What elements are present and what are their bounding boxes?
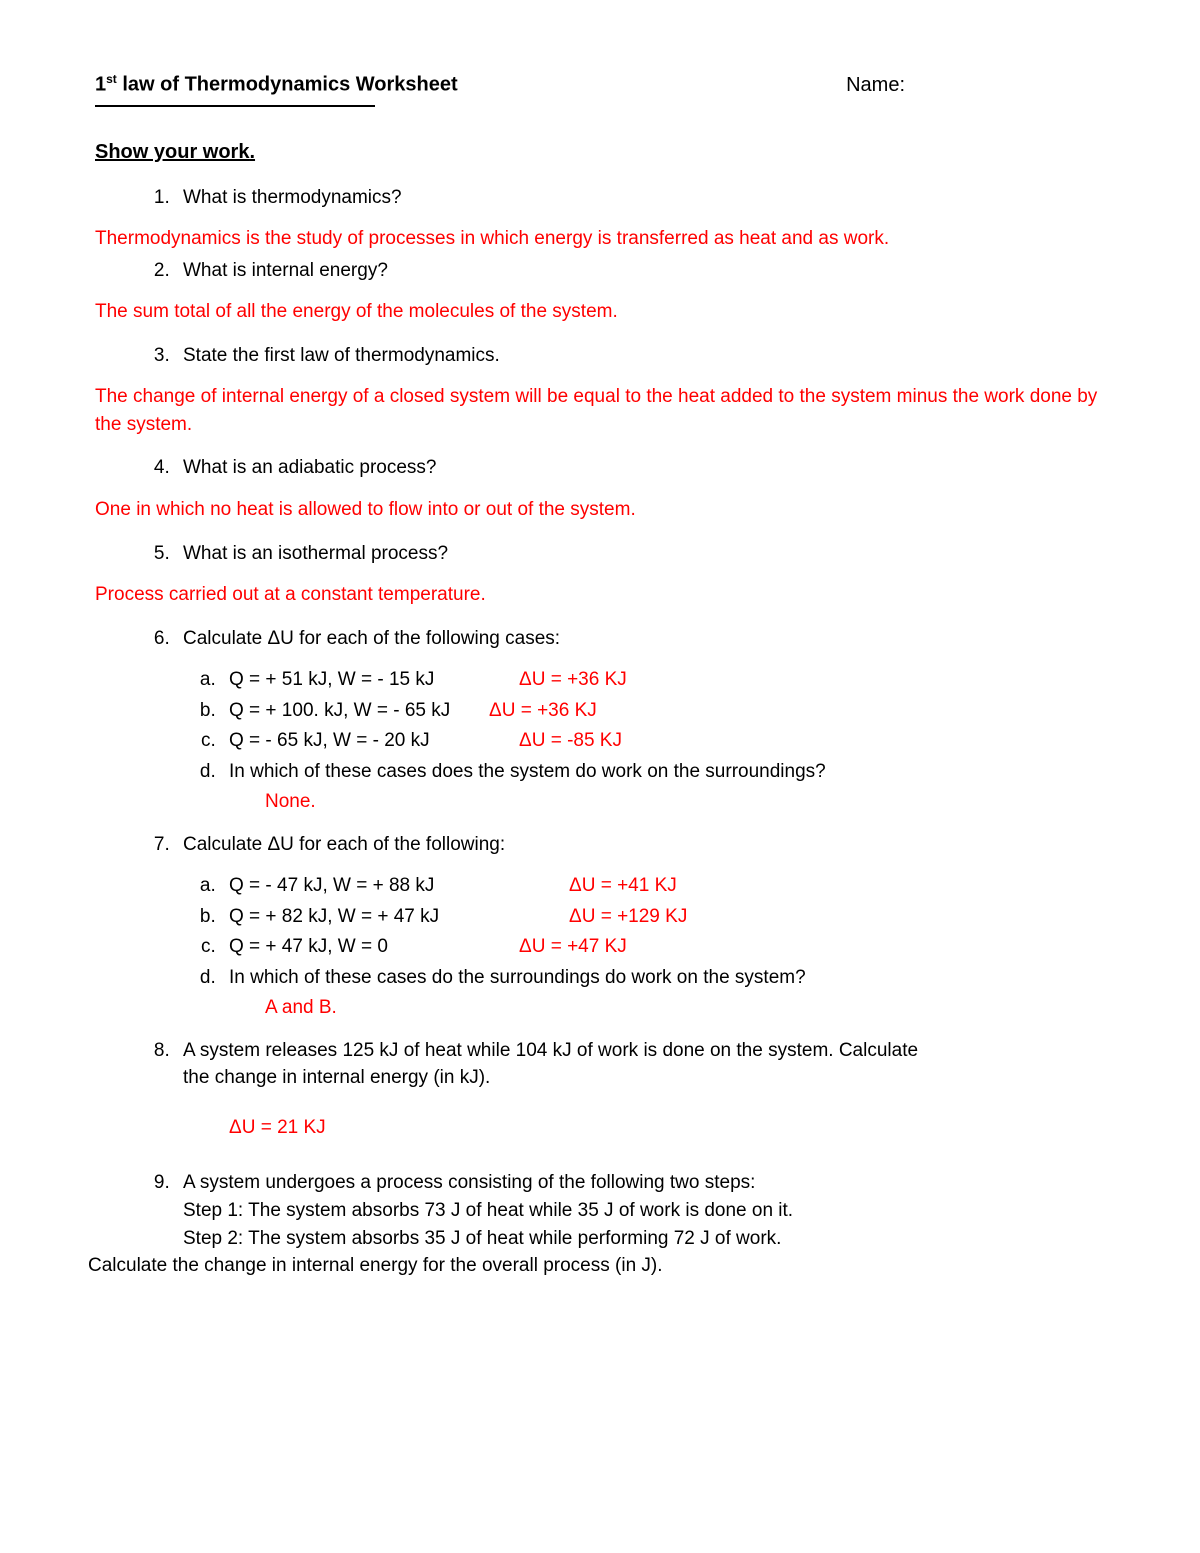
worksheet-title: 1st law of Thermodynamics Worksheet [95,72,458,97]
q6b-q: Q = + 100. kJ, W = - 65 kJ [229,697,489,726]
q6d: In which of these cases does the system … [221,758,1105,817]
q7b-q: Q = + 82 kJ, W = + 47 kJ [229,903,569,932]
question-list: State the first law of thermodynamics. [95,342,1105,370]
q8: A system releases 125 kJ of heat while 1… [175,1037,1105,1156]
show-work-heading: Show your work. [95,141,1105,164]
q7: Calculate ΔU for each of the following: … [175,831,1105,1023]
a8: ΔU = 21 KJ [183,1114,1105,1142]
a4: One in which no heat is allowed to flow … [95,496,1105,524]
worksheet-page: 1st law of Thermodynamics Worksheet Name… [0,0,1200,1354]
header-row: 1st law of Thermodynamics Worksheet Name… [95,72,1105,97]
q6a-a: ΔU = +36 KJ [519,666,627,695]
a3: The change of internal energy of a close… [95,383,1105,438]
q7c: Q = + 47 kJ, W = 0ΔU = +47 KJ [221,933,1105,962]
period: . [249,141,255,163]
q6c-a: ΔU = -85 KJ [519,727,622,756]
q7-sublist: Q = - 47 kJ, W = + 88 kJΔU = +41 KJ Q = … [183,872,1105,1023]
question-list: What is an adiabatic process? [95,454,1105,482]
q6d-q: In which of these cases does the system … [229,761,826,782]
question-list: What is thermodynamics? [95,184,1105,212]
question-list: Calculate ΔU for each of the following c… [95,625,1105,1280]
q6-text: Calculate ΔU for each of the following c… [183,628,560,649]
name-label: Name: [846,74,1105,97]
q7d-q: In which of these cases do the surroundi… [229,967,806,988]
q8-line1: A system releases 125 kJ of heat while 1… [183,1040,918,1061]
a5: Process carried out at a constant temper… [95,581,1105,609]
q4: What is an adiabatic process? [175,454,1105,482]
title-rest: law of Thermodynamics Worksheet [117,74,458,96]
q7b: Q = + 82 kJ, W = + 47 kJΔU = +129 KJ [221,903,1105,932]
q6d-a: None. [229,788,1105,817]
q6a-q: Q = + 51 kJ, W = - 15 kJ [229,666,519,695]
q9: A system undergoes a process consisting … [175,1169,1105,1279]
question-list: What is an isothermal process? [95,540,1105,568]
q6c: Q = - 65 kJ, W = - 20 kJΔU = -85 KJ [221,727,1105,756]
q2: What is internal energy? [175,257,1105,285]
q6b-a: ΔU = +36 KJ [489,697,597,726]
q7a-a: ΔU = +41 KJ [569,872,677,901]
q6-sublist: Q = + 51 kJ, W = - 15 kJΔU = +36 KJ Q = … [183,666,1105,817]
q6: Calculate ΔU for each of the following c… [175,625,1105,817]
q7a: Q = - 47 kJ, W = + 88 kJΔU = +41 KJ [221,872,1105,901]
q6b: Q = + 100. kJ, W = - 65 kJΔU = +36 KJ [221,697,1105,726]
title-sup: st [106,72,117,86]
question-list: What is internal energy? [95,257,1105,285]
q7b-a: ΔU = +129 KJ [569,903,687,932]
q7a-q: Q = - 47 kJ, W = + 88 kJ [229,872,569,901]
q9-line3: Step 2: The system absorbs 35 J of heat … [183,1228,781,1249]
q7-text: Calculate ΔU for each of the following: [183,834,505,855]
q6c-q: Q = - 65 kJ, W = - 20 kJ [229,727,519,756]
q8-line2: the change in internal energy (in kJ). [183,1067,490,1088]
q1: What is thermodynamics? [175,184,1105,212]
q7c-a: ΔU = +47 KJ [519,933,627,962]
q9-line1: A system undergoes a process consisting … [183,1172,755,1193]
q6a: Q = + 51 kJ, W = - 15 kJΔU = +36 KJ [221,666,1105,695]
q7d-a: A and B. [229,994,1105,1023]
q9-line4: Calculate the change in internal energy … [88,1252,663,1280]
title-num: 1 [95,74,106,96]
a1: Thermodynamics is the study of processes… [95,225,1105,253]
q9-line2: Step 1: The system absorbs 73 J of heat … [183,1200,793,1221]
name-underline [95,101,375,107]
q5: What is an isothermal process? [175,540,1105,568]
a2: The sum total of all the energy of the m… [95,298,1105,326]
q3: State the first law of thermodynamics. [175,342,1105,370]
show-work-text: Show your work [95,141,249,163]
q7c-q: Q = + 47 kJ, W = 0 [229,933,519,962]
q7d: In which of these cases do the surroundi… [221,964,1105,1023]
